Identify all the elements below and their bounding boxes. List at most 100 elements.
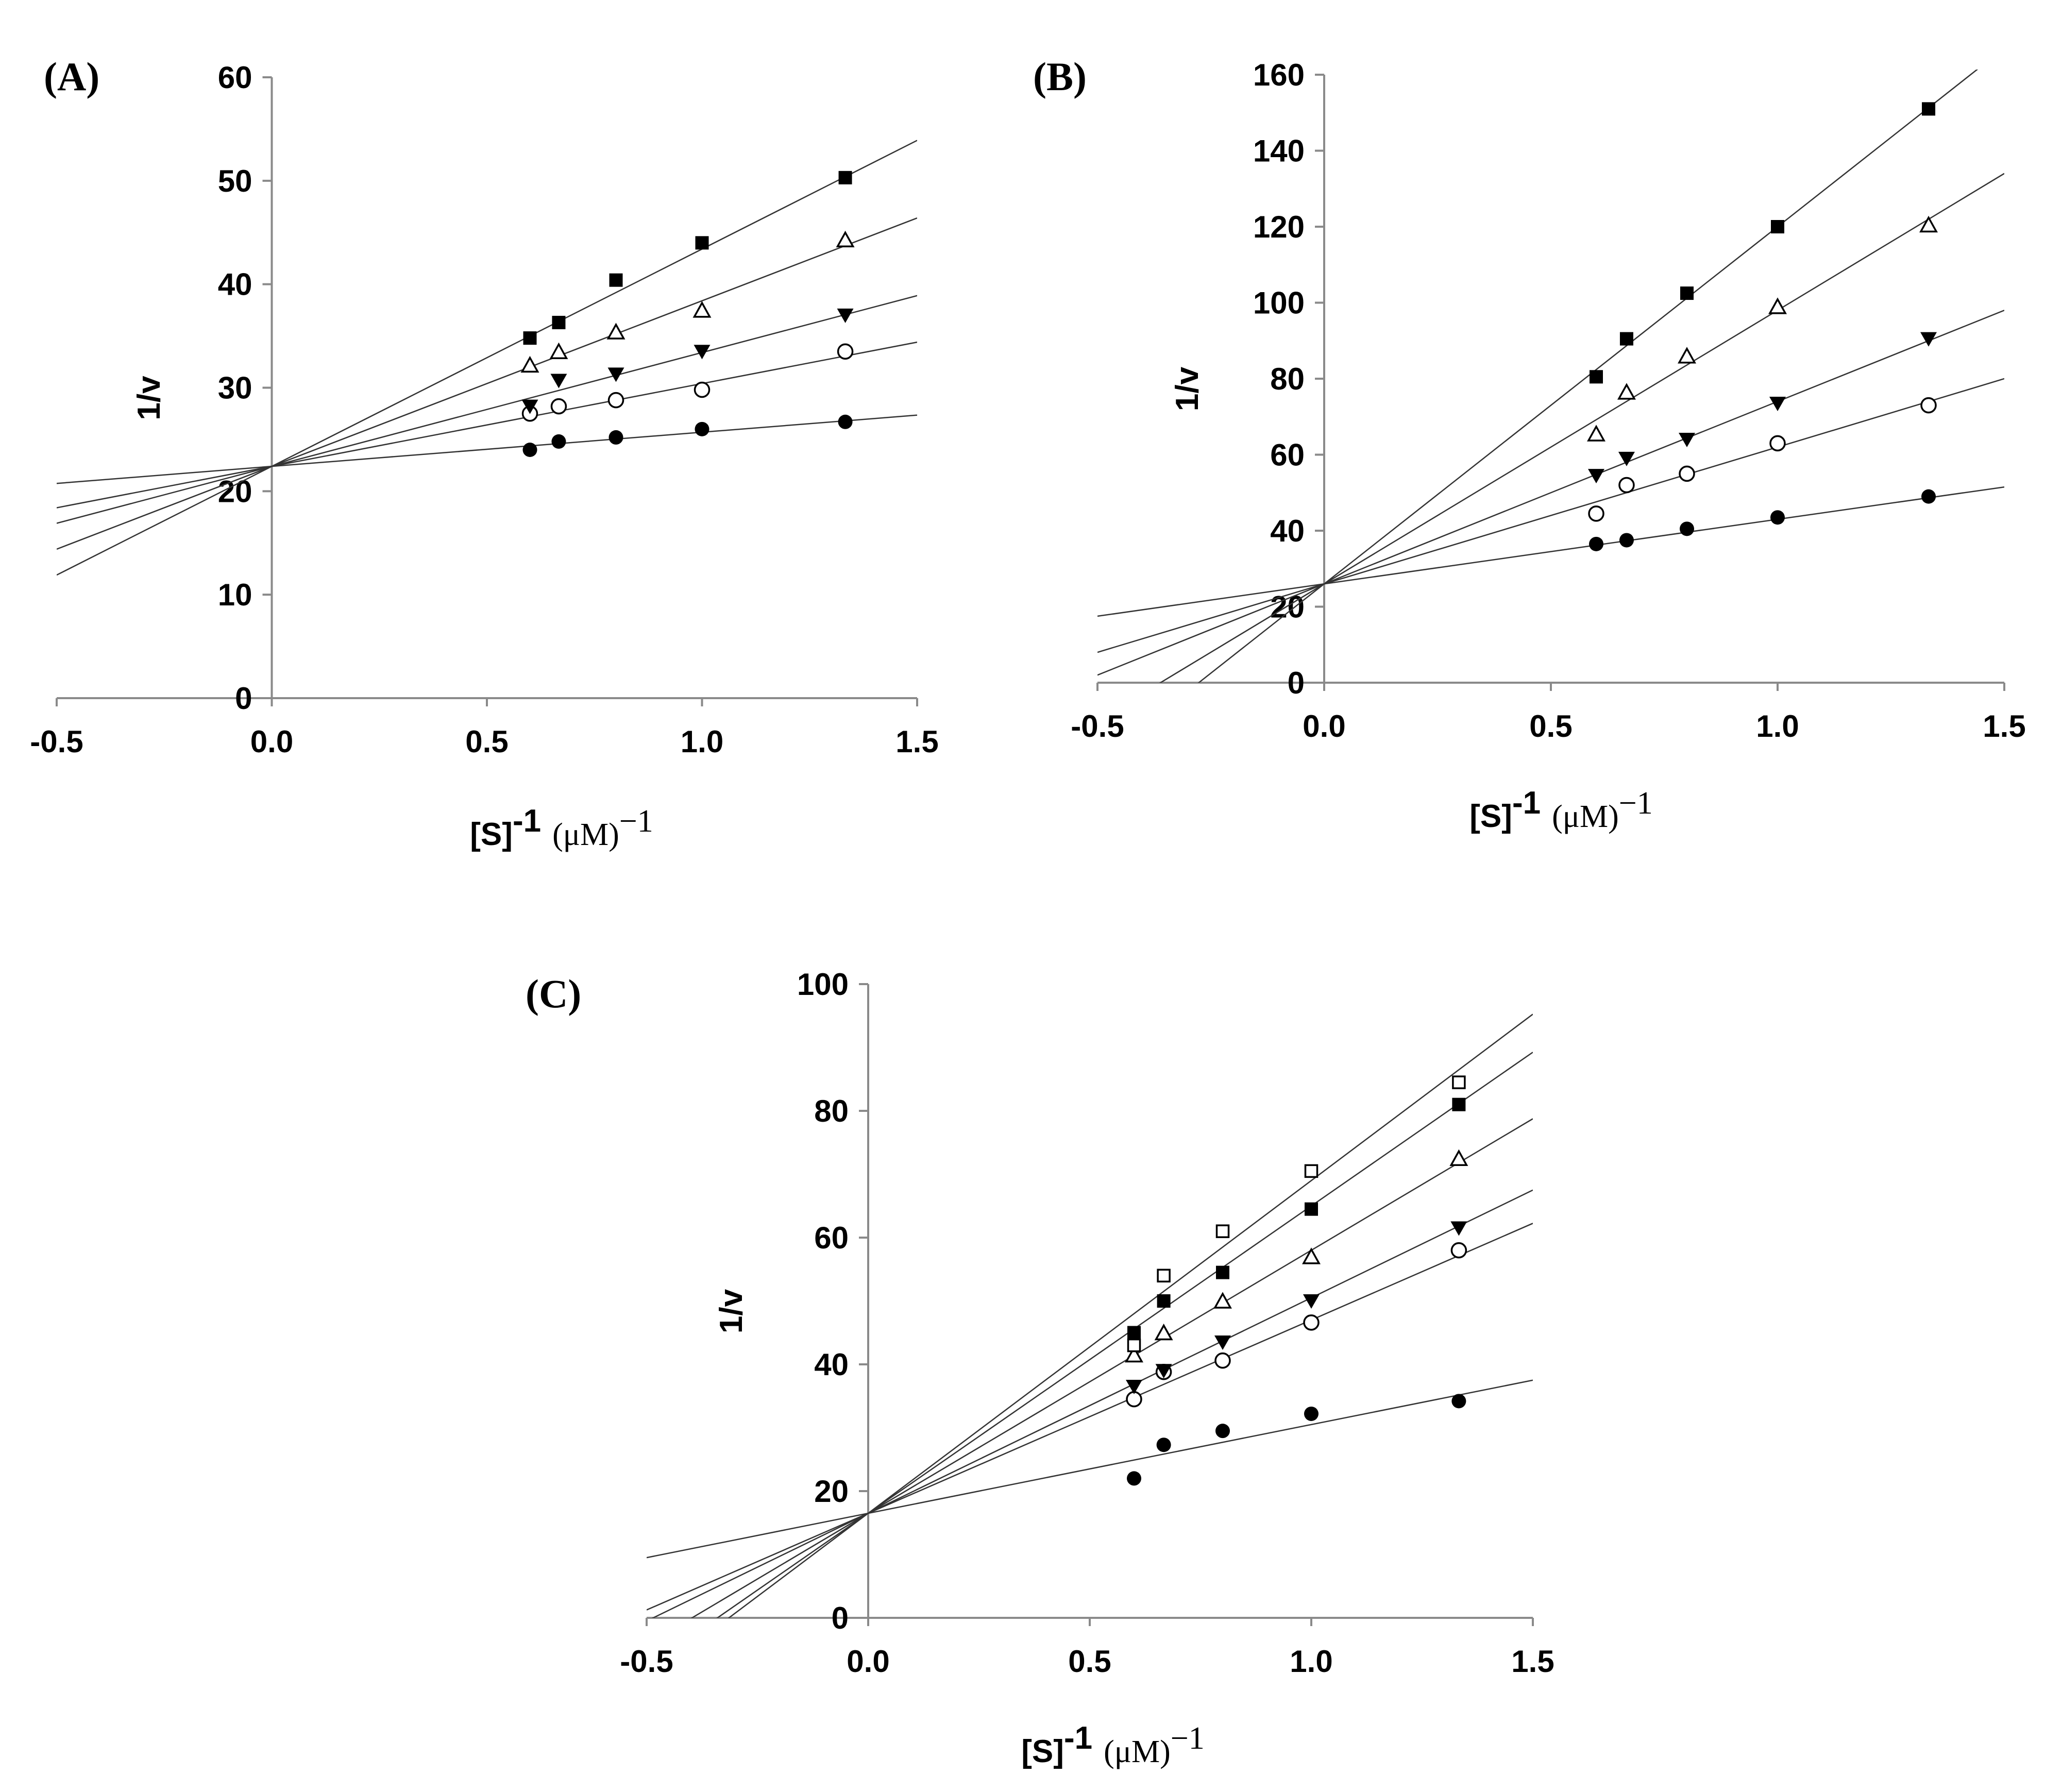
data-point-filled-circle xyxy=(1451,1394,1466,1409)
x-axis-label: [S]-1 (μM)−1 xyxy=(470,803,653,852)
data-point-open-triangle-up xyxy=(1768,297,1787,314)
data-point-filled-triangle-down xyxy=(694,345,711,360)
data-point-filled-circle xyxy=(1770,510,1785,525)
y-tick-label: 140 xyxy=(1253,134,1305,168)
y-tick-label: 160 xyxy=(1253,58,1305,92)
panel-label: (C) xyxy=(526,971,581,1016)
y-tick-label: 40 xyxy=(218,267,252,302)
data-point-filled-triangle-down xyxy=(1126,1380,1142,1395)
data-point-filled-triangle-down xyxy=(1214,1335,1231,1350)
y-tick-label: 100 xyxy=(797,967,849,1002)
data-point-filled-circle xyxy=(1589,536,1603,551)
fit-lines xyxy=(57,140,917,576)
x-axis-label-var: [S] xyxy=(470,817,513,852)
x-axis-label-unit: (μM) xyxy=(1104,1734,1171,1769)
data-point-filled-circle xyxy=(1680,521,1694,536)
x-tick-label: -0.5 xyxy=(620,1644,673,1679)
data-point-open-triangle-up xyxy=(520,356,539,373)
y-tick-label: 10 xyxy=(218,578,252,612)
data-point-filled-circle xyxy=(1156,1438,1171,1452)
x-axis-label: [S]-1 (μM)−1 xyxy=(1021,1720,1204,1769)
y-axis-label: 1/v xyxy=(1170,366,1205,411)
fit-line-filled-triangle-down xyxy=(57,295,917,524)
fit-line-filled-triangle-down xyxy=(651,1189,1533,1618)
x-axis-label-var-sup: -1 xyxy=(1512,785,1541,821)
y-tick-label: 60 xyxy=(218,60,252,95)
data-point-filled-square xyxy=(1590,370,1603,384)
data-point-filled-square xyxy=(609,273,623,287)
data-point-filled-square xyxy=(1771,220,1784,233)
fit-line-filled-circle xyxy=(647,1379,1533,1559)
x-tick-label: 0.5 xyxy=(465,724,508,759)
data-point-open-triangle-up xyxy=(1449,1149,1468,1166)
fit-line-open-circle xyxy=(1097,378,2004,653)
x-tick-label: 1.5 xyxy=(1511,1644,1554,1679)
data-point-filled-square xyxy=(1157,1294,1171,1308)
data-point-open-triangle-up xyxy=(692,301,712,318)
data-point-open-circle xyxy=(837,343,854,360)
data-point-open-triangle-up xyxy=(1154,1323,1173,1341)
panel-b: -0.5 0.0 0.5 1.0 1.5020406080100120140160(B)… xyxy=(1033,54,2026,834)
data-point-filled-square xyxy=(1619,332,1633,346)
data-point-open-circle xyxy=(1679,465,1695,482)
data-point-filled-triangle-down xyxy=(550,374,567,388)
data-point-open-triangle-up xyxy=(1302,1247,1321,1264)
data-point-filled-triangle-down xyxy=(607,367,624,382)
data-point-filled-circle xyxy=(1215,1424,1230,1439)
data-point-open-circle xyxy=(1214,1352,1231,1369)
y-tick-label: 0 xyxy=(235,681,252,716)
data-point-open-triangle-up xyxy=(1678,347,1696,364)
data-point-filled-circle xyxy=(522,443,537,457)
x-tick-label: -0.5 xyxy=(30,724,83,759)
data-point-open-circle xyxy=(1450,1242,1467,1259)
data-point-open-triangle-up xyxy=(1125,1345,1143,1363)
x-axis-label-unit: (μM) xyxy=(552,817,619,852)
data-point-filled-square xyxy=(1216,1265,1229,1279)
x-tick-label: 0.5 xyxy=(1529,709,1572,743)
y-tick-label: 30 xyxy=(218,371,252,405)
data-point-filled-square xyxy=(1305,1202,1318,1216)
y-tick-label: 80 xyxy=(1270,362,1305,396)
data-point-open-square xyxy=(1127,1338,1141,1353)
x-axis-label-unit-sup: −1 xyxy=(1171,1721,1205,1756)
data-point-filled-circle xyxy=(1127,1471,1141,1486)
y-tick-label: 50 xyxy=(218,164,252,198)
data-point-filled-triangle-down xyxy=(1679,433,1695,447)
fit-line-filled-triangle-down xyxy=(1097,310,2004,676)
data-point-filled-triangle-down xyxy=(1450,1221,1467,1236)
data-point-open-circle xyxy=(1769,435,1786,452)
x-tick-label: 0.0 xyxy=(250,724,293,759)
data-point-open-triangle-up xyxy=(1919,215,1938,233)
data-point-filled-circle xyxy=(1304,1406,1319,1421)
fit-lines xyxy=(1097,70,2004,683)
y-tick-label: 60 xyxy=(814,1221,849,1255)
panel-label: (A) xyxy=(44,54,99,99)
x-tick-label: 1.0 xyxy=(1756,709,1799,743)
fit-line-open-circle xyxy=(647,1223,1533,1611)
fit-line-filled-circle xyxy=(57,414,917,484)
y-tick-label: 0 xyxy=(1288,666,1305,700)
data-point-filled-triangle-down xyxy=(1303,1294,1320,1309)
data-point-filled-circle xyxy=(551,434,566,449)
x-tick-label: 0.0 xyxy=(847,1644,889,1679)
data-point-open-square xyxy=(1304,1164,1319,1178)
data-point-filled-circle xyxy=(1619,533,1634,548)
data-point-filled-square xyxy=(695,236,709,250)
x-axis-label-unit-sup: −1 xyxy=(1619,786,1653,821)
x-axis-label-var: [S] xyxy=(1469,799,1512,834)
x-tick-label: -0.5 xyxy=(1071,709,1124,743)
data-point-filled-circle xyxy=(609,430,623,445)
data-point-filled-square xyxy=(1680,286,1694,300)
data-point-filled-circle xyxy=(838,414,853,429)
data-point-open-triangle-up xyxy=(1587,425,1605,442)
data-point-filled-triangle-down xyxy=(1588,469,1604,484)
x-tick-label: 0.5 xyxy=(1068,1644,1111,1679)
y-axis-label: 1/v xyxy=(131,376,167,420)
data-point-open-circle xyxy=(550,398,567,415)
fit-line-open-square xyxy=(728,1013,1533,1618)
data-point-open-triangle-up xyxy=(606,323,626,340)
y-tick-label: 40 xyxy=(814,1347,849,1382)
fit-line-filled-circle xyxy=(1097,486,2004,617)
panel-a: -0.5 0.0 0.5 1.0 1.50102030405060(A)1/v[S]-1… xyxy=(30,54,938,852)
